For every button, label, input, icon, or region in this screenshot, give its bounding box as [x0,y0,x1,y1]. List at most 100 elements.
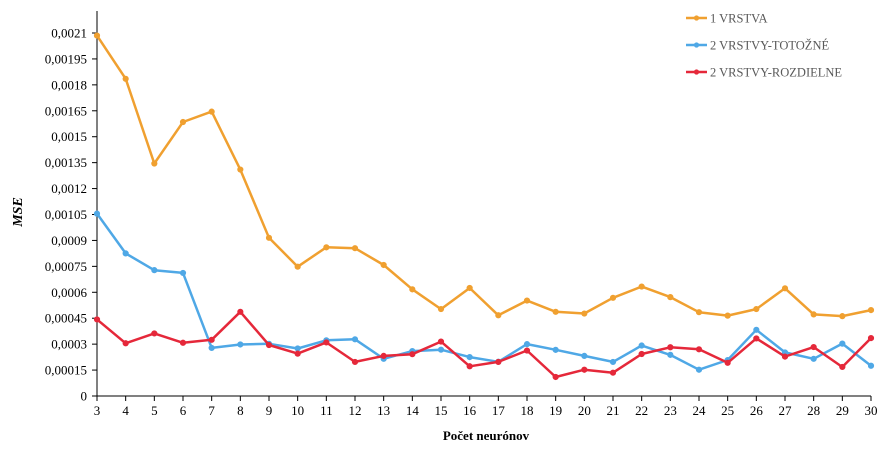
x-axis-title: Počet neurónov [443,428,530,443]
data-point [237,308,244,315]
data-point [867,362,875,369]
y-tick-label: 0,00075 [45,259,87,274]
data-point [437,338,445,345]
data-point [638,350,645,358]
x-tick-label: 29 [836,403,849,418]
x-tick-label: 15 [435,403,448,418]
data-point [380,261,387,269]
data-point [753,305,760,313]
data-point [323,244,330,251]
y-tick-label: 0,0018 [51,77,87,92]
x-tick-label: 24 [693,403,707,418]
legend-label: 1 VRSTVA [710,12,768,26]
data-point [265,234,273,241]
data-point [351,336,359,343]
series-line [95,212,872,371]
data-point [151,267,158,274]
data-point [638,342,645,349]
data-point [466,354,473,361]
series-line [96,310,872,379]
legend-item: 1 VRSTVA [686,12,768,26]
data-point [810,355,817,362]
legend-label: 2 VRSTVY-ROZDIELNE [710,66,842,80]
data-point [437,305,445,313]
data-point [323,339,330,346]
data-point [695,309,703,316]
data-point [552,373,559,381]
series-1 [93,32,875,320]
x-tick-label: 17 [492,403,506,418]
x-tick-label: 8 [237,403,244,418]
data-point [781,285,789,292]
data-point [294,263,301,270]
y-tick-label: 0 [81,389,88,404]
y-tick-label: 0,0015 [51,129,87,144]
data-point [581,352,588,359]
data-point [179,269,187,277]
data-point [609,369,617,376]
x-tick-label: 13 [377,403,390,418]
data-point [839,340,846,347]
data-point [151,330,158,337]
x-tick-label: 9 [266,403,273,418]
x-tick-label: 27 [779,403,793,418]
data-point [294,345,301,352]
data-point [810,311,817,318]
data-point [753,335,760,342]
data-point [208,344,215,352]
y-tick-label: 0,0009 [51,233,87,248]
data-point [409,351,416,358]
y-tick-label: 0,00195 [45,51,87,66]
data-point [437,346,445,353]
x-tick-label: 12 [349,403,362,418]
data-point [552,346,559,353]
data-point [122,75,129,82]
legend-swatch-marker [693,15,700,21]
series-3 [93,308,875,381]
data-point [294,350,301,357]
data-point [409,286,416,293]
legend-label: 2 VRSTVY-TOTOŽNÉ [710,39,829,53]
data-point [839,313,846,320]
data-point [351,245,359,252]
data-point [781,353,789,360]
x-tick-label: 18 [521,403,534,418]
x-tick-label: 5 [151,403,158,418]
y-tick-label: 0,00135 [45,155,87,170]
data-point [208,108,215,115]
x-tick-label: 21 [607,403,620,418]
y-tick-label: 0,00105 [45,207,87,222]
data-point [179,339,187,346]
x-tick-label: 10 [291,403,304,418]
legend-item: 2 VRSTVY-TOTOŽNÉ [686,39,829,53]
data-point [638,283,645,290]
x-tick-label: 7 [208,403,215,418]
x-tick-label: 28 [807,403,820,418]
data-point [867,334,875,342]
legend-swatch-marker [693,69,700,75]
data-point [179,118,187,126]
data-point [122,250,129,257]
data-point [151,160,158,167]
y-tick-label: 0,00015 [45,363,87,378]
data-point [351,358,359,366]
data-point [237,166,244,173]
x-tick-label: 30 [865,403,878,418]
data-point [695,366,703,373]
x-tick-label: 25 [721,403,734,418]
data-point [724,359,731,366]
y-tick-label: 0,00165 [45,103,87,118]
x-tick-label: 14 [406,403,420,418]
x-tick-label: 22 [635,403,648,418]
x-tick-label: 11 [320,403,333,418]
x-tick-label: 6 [180,403,187,418]
data-point [237,341,244,348]
x-tick-label: 26 [750,403,764,418]
legend-item: 2 VRSTVY-ROZDIELNE [686,66,842,80]
x-tick-label: 16 [463,403,477,418]
data-point [265,341,273,349]
axes: 0 0,00015 0,0003 0,00045 0,0006 0,00075 0,0009… [45,11,878,418]
y-axis-title: MSE [11,197,26,228]
